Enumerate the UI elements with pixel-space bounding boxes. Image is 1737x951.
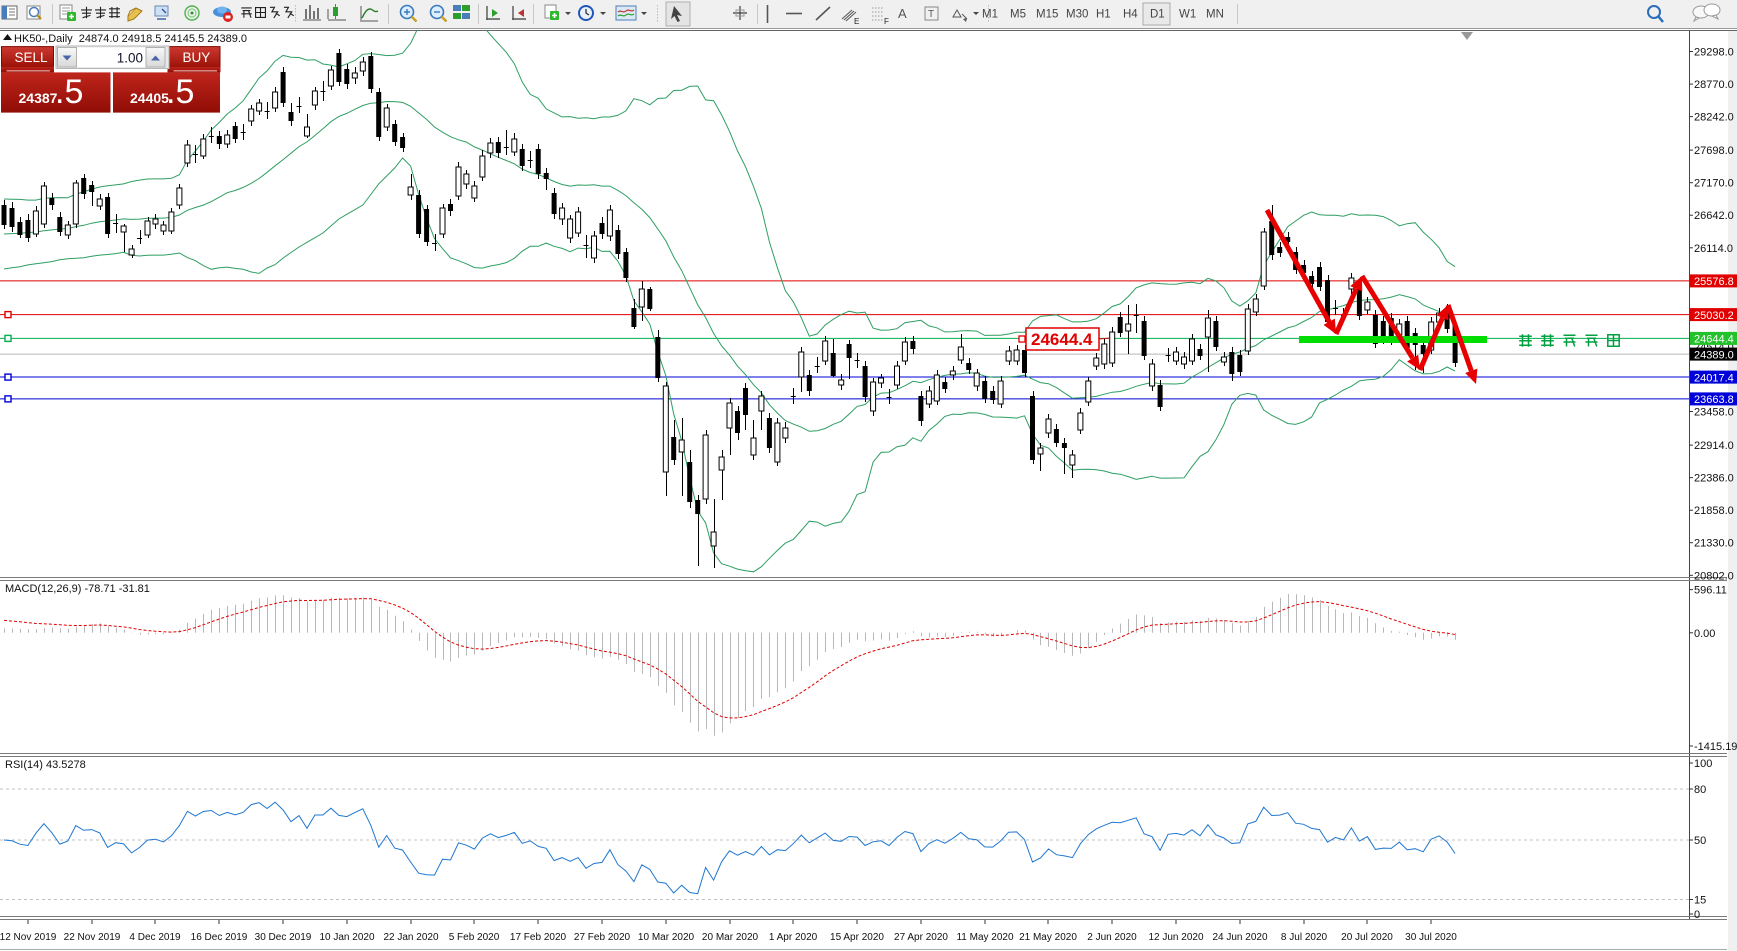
- svg-text:25030.2: 25030.2: [1694, 310, 1734, 322]
- svg-text:22914.0: 22914.0: [1694, 440, 1734, 452]
- svg-text:5 Feb 2020: 5 Feb 2020: [449, 932, 500, 943]
- svg-text:21 May 2020: 21 May 2020: [1019, 932, 1077, 943]
- svg-text:2 Jun 2020: 2 Jun 2020: [1087, 932, 1137, 943]
- svg-text:20802.0: 20802.0: [1694, 570, 1734, 582]
- svg-text:8 Jul 2020: 8 Jul 2020: [1281, 932, 1328, 943]
- svg-text:HK50-,Daily 24874.0 24918.5 2: HK50-,Daily 24874.0 24918.5 24145.5 2438…: [14, 33, 247, 45]
- svg-text:4 Dec 2019: 4 Dec 2019: [129, 932, 181, 943]
- svg-text:23458.0: 23458.0: [1694, 407, 1734, 419]
- svg-text:.5: .5: [55, 73, 83, 111]
- svg-text:MN: MN: [1206, 9, 1224, 21]
- svg-text:20 Jul 2020: 20 Jul 2020: [1341, 932, 1393, 943]
- svg-text:27 Apr 2020: 27 Apr 2020: [894, 932, 948, 943]
- svg-text:16 Dec 2019: 16 Dec 2019: [191, 932, 248, 943]
- svg-text:1.00: 1.00: [117, 51, 143, 66]
- svg-text:100: 100: [1694, 758, 1712, 770]
- svg-text:21858.0: 21858.0: [1694, 505, 1734, 517]
- svg-text:D1: D1: [1150, 9, 1165, 21]
- svg-text:24017.4: 24017.4: [1694, 372, 1734, 384]
- svg-text:0.00: 0.00: [1694, 628, 1715, 640]
- svg-text:T: T: [928, 9, 934, 20]
- svg-text:A: A: [898, 6, 907, 21]
- svg-text:22 Jan 2020: 22 Jan 2020: [383, 932, 438, 943]
- svg-text:26114.0: 26114.0: [1694, 243, 1733, 255]
- svg-text:SELL: SELL: [15, 50, 49, 65]
- svg-text:0: 0: [1694, 909, 1700, 921]
- svg-text:E: E: [854, 17, 859, 26]
- svg-text:22386.0: 22386.0: [1694, 473, 1734, 485]
- svg-text:10 Jan 2020: 10 Jan 2020: [319, 932, 374, 943]
- svg-text:27170.0: 27170.0: [1694, 178, 1734, 190]
- svg-text:11 May 2020: 11 May 2020: [956, 932, 1014, 943]
- svg-text:24644.4: 24644.4: [1694, 334, 1734, 346]
- svg-text:26642.0: 26642.0: [1694, 210, 1734, 222]
- svg-text:F: F: [884, 17, 889, 26]
- svg-text:22 Nov 2019: 22 Nov 2019: [64, 932, 121, 943]
- svg-text:27698.0: 27698.0: [1694, 145, 1734, 157]
- svg-text:24387: 24387: [19, 90, 58, 106]
- svg-text:29298.0: 29298.0: [1694, 47, 1734, 59]
- svg-text:28770.0: 28770.0: [1694, 79, 1734, 91]
- svg-text:25576.8: 25576.8: [1694, 276, 1734, 288]
- svg-text:RSI(14) 43.5278: RSI(14) 43.5278: [5, 759, 86, 771]
- svg-text:15 Apr 2020: 15 Apr 2020: [830, 932, 884, 943]
- svg-text:10 Mar 2020: 10 Mar 2020: [638, 932, 695, 943]
- svg-text:.5: .5: [166, 73, 194, 111]
- svg-text:12 Nov 2019: 12 Nov 2019: [0, 932, 57, 943]
- svg-text:24405: 24405: [130, 90, 169, 106]
- svg-text:H1: H1: [1096, 9, 1111, 21]
- svg-text:MACD(12,26,9) -78.71 -31.81: MACD(12,26,9) -78.71 -31.81: [5, 583, 150, 595]
- svg-text:30 Dec 2019: 30 Dec 2019: [255, 932, 312, 943]
- svg-text:BUY: BUY: [183, 50, 211, 65]
- svg-text:17 Feb 2020: 17 Feb 2020: [510, 932, 567, 943]
- svg-text:80: 80: [1694, 784, 1706, 796]
- svg-text:21330.0: 21330.0: [1694, 538, 1734, 550]
- svg-text:-1415.19: -1415.19: [1694, 741, 1737, 753]
- svg-text:20 Mar 2020: 20 Mar 2020: [702, 932, 759, 943]
- svg-text:W1: W1: [1179, 9, 1196, 21]
- svg-text:24389.0: 24389.0: [1694, 349, 1734, 361]
- svg-text:23663.8: 23663.8: [1694, 394, 1734, 406]
- svg-text:1 Apr 2020: 1 Apr 2020: [769, 932, 818, 943]
- svg-text:50: 50: [1694, 835, 1706, 847]
- svg-text:30 Jul 2020: 30 Jul 2020: [1405, 932, 1457, 943]
- svg-text:596.11: 596.11: [1694, 585, 1727, 597]
- svg-text:27 Feb 2020: 27 Feb 2020: [574, 932, 631, 943]
- svg-text:15: 15: [1694, 895, 1706, 907]
- svg-text:M5: M5: [1010, 9, 1026, 21]
- svg-text:12 Jun 2020: 12 Jun 2020: [1148, 932, 1203, 943]
- svg-text:24644.4: 24644.4: [1031, 330, 1093, 349]
- svg-text:M15: M15: [1036, 9, 1058, 21]
- svg-text:H4: H4: [1123, 9, 1138, 21]
- svg-text:24 Jun 2020: 24 Jun 2020: [1212, 932, 1267, 943]
- svg-text:28242.0: 28242.0: [1694, 112, 1734, 124]
- svg-text:M1: M1: [982, 9, 998, 21]
- svg-text:M30: M30: [1066, 9, 1088, 21]
